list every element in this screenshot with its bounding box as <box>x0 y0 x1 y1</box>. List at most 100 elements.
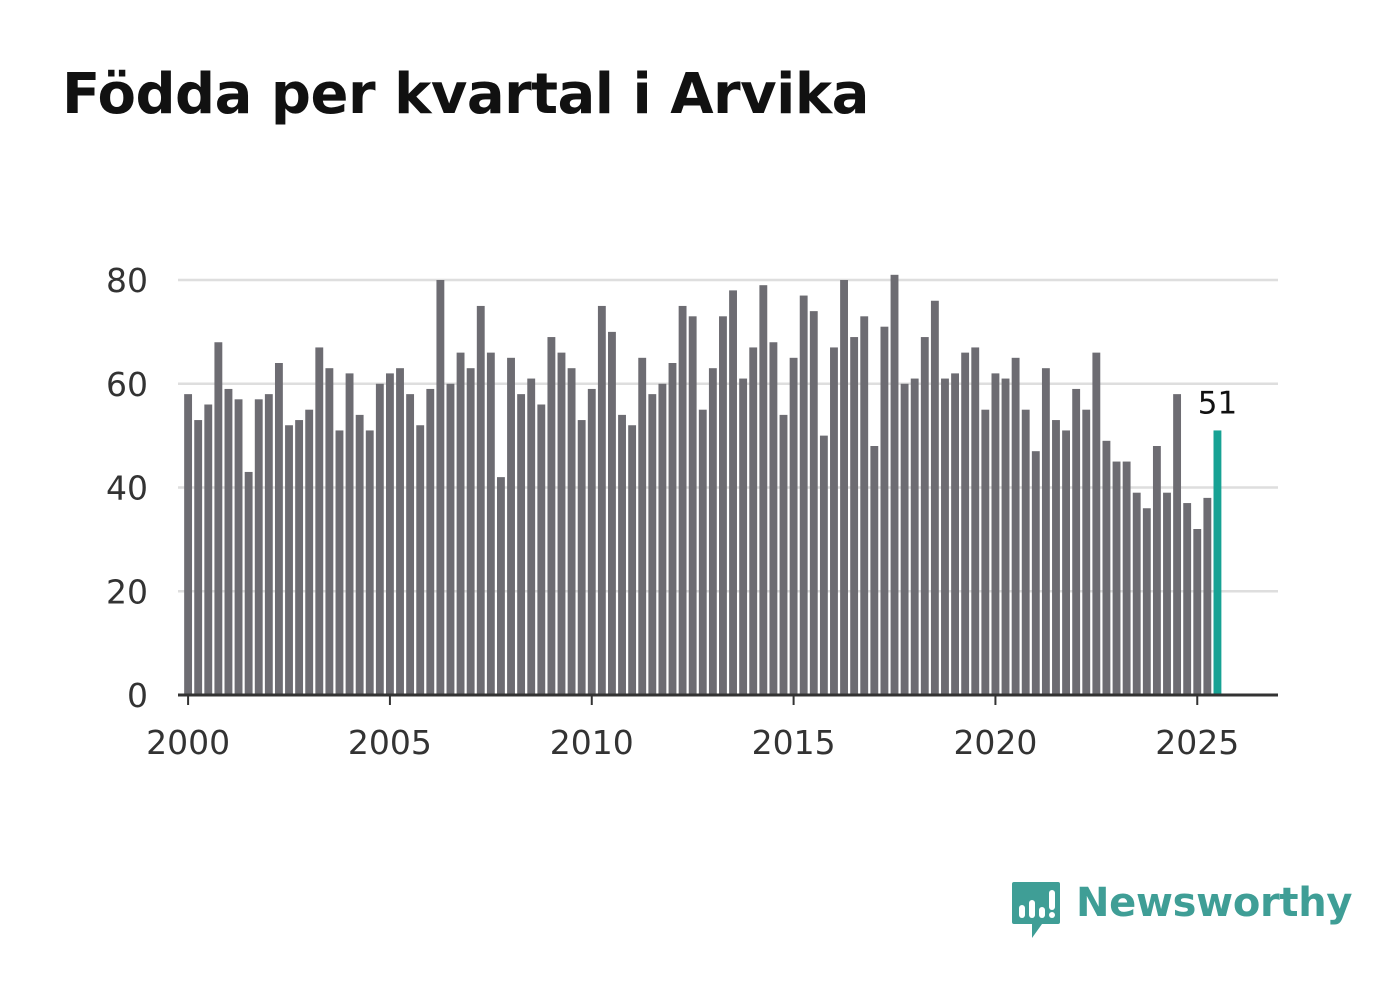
bar <box>1132 492 1141 695</box>
bar <box>799 295 808 695</box>
bar <box>1193 529 1202 695</box>
bar <box>1052 420 1060 695</box>
bar <box>910 378 919 695</box>
bar <box>476 305 485 695</box>
bar <box>295 420 304 695</box>
bar <box>406 394 415 696</box>
bar <box>618 414 626 696</box>
bar <box>375 383 384 695</box>
chart-title: Födda per kvartal i Arvika <box>62 62 869 127</box>
bar <box>305 409 314 695</box>
bar <box>890 274 899 695</box>
bar <box>325 368 334 695</box>
bar <box>597 305 606 695</box>
x-tick-label-2000: 2000 <box>146 723 230 762</box>
bar <box>214 342 223 695</box>
bar <box>1102 440 1111 695</box>
bar <box>1112 461 1121 695</box>
bar <box>1062 430 1071 695</box>
bar-highlight <box>1213 430 1222 695</box>
bar <box>749 347 758 695</box>
x-tick-label-2010: 2010 <box>550 723 634 762</box>
y-tick-label-40: 40 <box>106 469 148 508</box>
bar <box>436 280 445 695</box>
bar <box>941 378 949 695</box>
bar <box>688 316 697 695</box>
bar <box>385 373 394 696</box>
bar <box>971 347 980 695</box>
brand-name: Newsworthy <box>1076 880 1353 926</box>
bar <box>1203 497 1212 696</box>
bar <box>708 368 717 695</box>
bar <box>678 305 687 695</box>
bar <box>355 414 364 696</box>
bar <box>1173 394 1182 696</box>
bar <box>1152 446 1161 695</box>
bar <box>658 383 667 695</box>
bars <box>184 274 1222 696</box>
bar <box>638 357 647 695</box>
bar <box>1041 368 1050 695</box>
axes: 0 20 40 60 80 2000 2005 2010 2015 2020 2025 <box>106 261 1278 762</box>
brand-logo: Newsworthy <box>1010 878 1353 942</box>
bar <box>497 477 505 696</box>
bar <box>769 342 778 695</box>
bar <box>507 357 515 695</box>
bar <box>184 394 193 696</box>
y-tick-label-60: 60 <box>106 365 148 404</box>
newsworthy-logo-icon <box>1012 882 1060 938</box>
bar <box>809 311 818 696</box>
bar <box>365 430 374 695</box>
bar <box>628 425 637 695</box>
bar <box>1183 503 1192 695</box>
bar <box>698 409 707 695</box>
bar <box>274 363 283 695</box>
bar <box>1163 492 1171 695</box>
y-tick-label-80: 80 <box>106 261 148 300</box>
last-value-label: 51 <box>1198 385 1237 421</box>
x-tick-label-2005: 2005 <box>348 723 432 762</box>
bar <box>668 363 677 695</box>
bar <box>1092 352 1101 696</box>
bar <box>1082 409 1091 695</box>
bar <box>224 388 233 695</box>
bar <box>830 347 838 695</box>
bar <box>466 368 475 695</box>
bar <box>557 352 566 696</box>
y-tick-label-0: 0 <box>127 676 148 715</box>
y-tick-label-20: 20 <box>106 572 148 611</box>
x-tick-label-2025: 2025 <box>1155 723 1239 762</box>
x-tick-label-2020: 2020 <box>953 723 1037 762</box>
bar <box>1001 378 1010 695</box>
x-tick-label-2015: 2015 <box>752 723 836 762</box>
bar <box>254 399 263 695</box>
bar <box>456 352 465 696</box>
bar <box>1142 508 1151 695</box>
bar <box>1031 451 1040 695</box>
bar <box>587 388 596 695</box>
bar <box>739 378 748 695</box>
bar <box>567 368 576 695</box>
bar <box>759 285 768 695</box>
bar <box>981 409 990 695</box>
bar <box>1011 357 1020 695</box>
bar <box>719 316 727 695</box>
bar <box>426 388 435 695</box>
bar <box>961 352 970 696</box>
bar <box>648 394 657 696</box>
bar <box>1072 388 1081 695</box>
bar <box>194 420 203 695</box>
bar <box>779 414 788 696</box>
bar <box>577 420 586 695</box>
bar <box>204 404 213 695</box>
bar <box>345 373 354 696</box>
bar <box>951 373 959 696</box>
bar <box>1021 409 1030 695</box>
bar <box>335 430 344 695</box>
data-labels: 51 <box>1198 385 1237 421</box>
bar <box>920 337 929 695</box>
bar <box>860 316 869 695</box>
bar <box>517 394 526 696</box>
bar <box>416 425 425 695</box>
